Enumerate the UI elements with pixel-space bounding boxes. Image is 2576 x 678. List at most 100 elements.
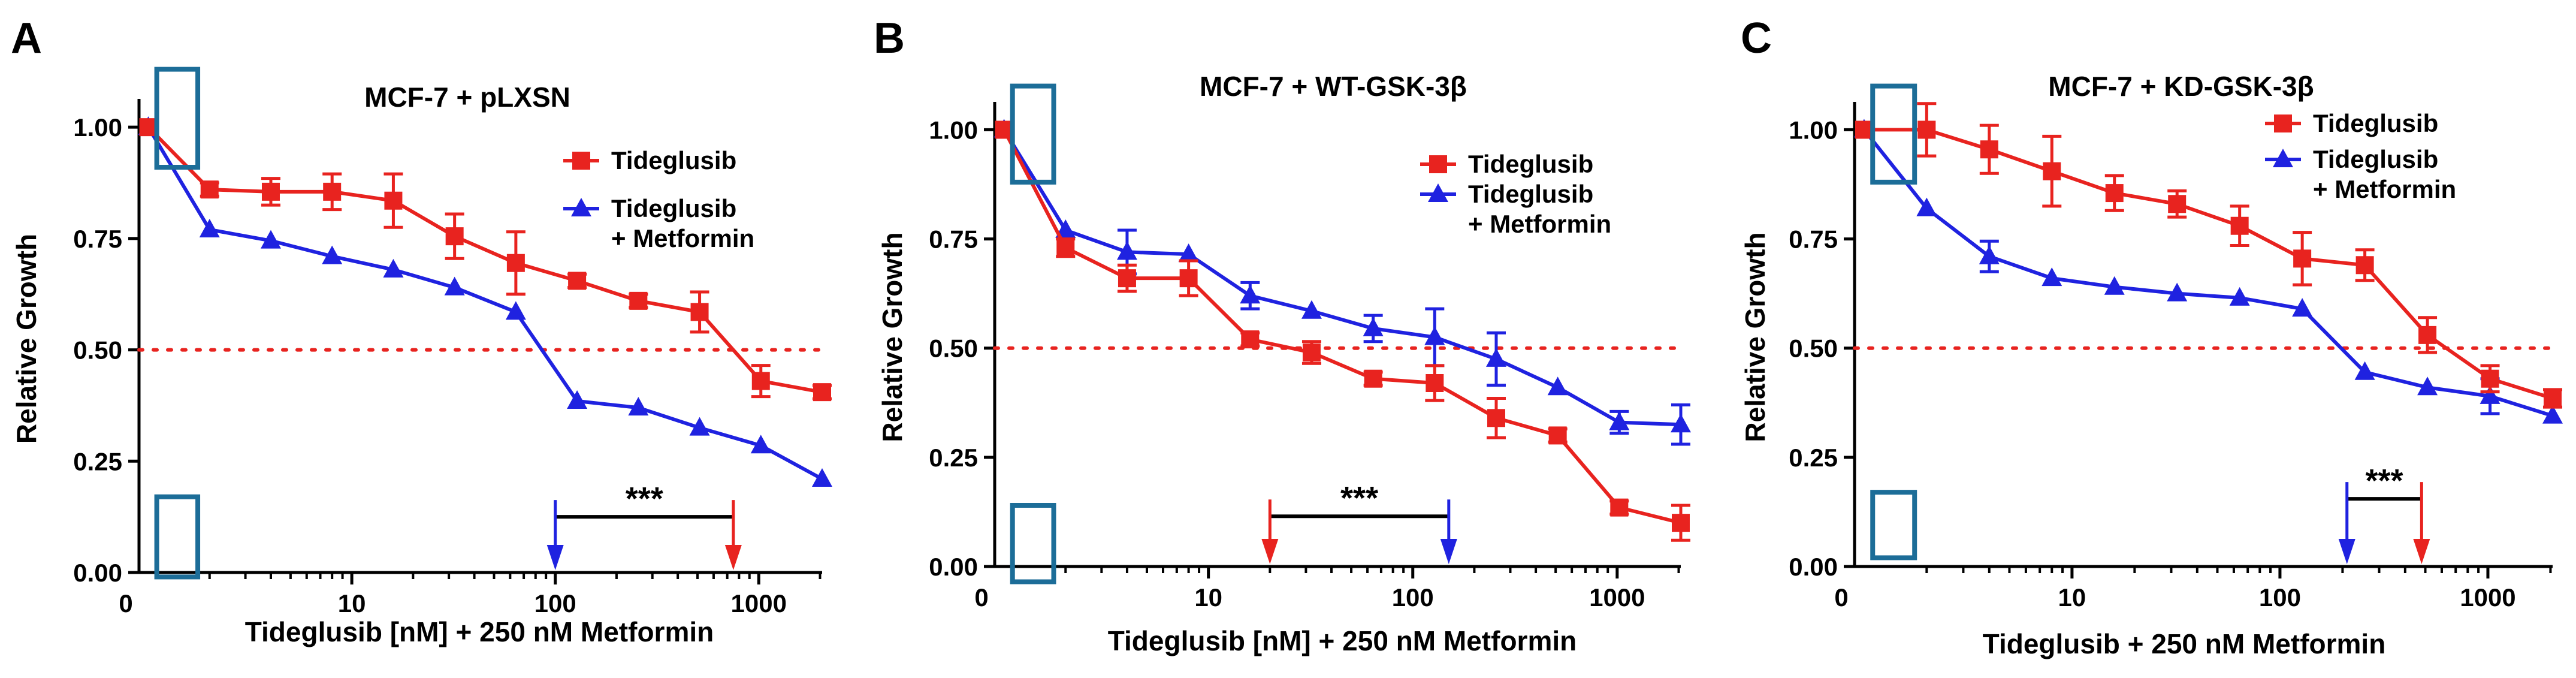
panel-b-legend-marker-tideglusib (1429, 155, 1447, 173)
panel-c-legend-label-tideglusib: Tideglusib (2313, 109, 2438, 137)
panel-a-series-tideglusib-point (445, 227, 464, 246)
panel-b-series-tideglusib-point (1426, 374, 1444, 392)
panel-b-series-tideglusib-metformin-line (1002, 128, 1681, 427)
panel-b-x-tick-label: 10 (1194, 583, 1222, 611)
panel-a-x-tick-label: 10 (338, 589, 366, 617)
panel-b-significance-label: *** (1340, 480, 1378, 516)
panel-c-y-tick-label: 1.00 (1789, 116, 1838, 144)
panel-a-series-tideglusib-metformin-point (689, 417, 710, 436)
panel-b-series-tideglusib-metformin-point (1301, 300, 1322, 319)
panel-a-title: MCF-7 + pLXSN (364, 82, 570, 113)
panel-c-x-axis-label: Tideglusib + 250 nM Metformin (1983, 628, 2386, 659)
panel-b-highlight-box-2 (1010, 503, 1056, 584)
panel-a-x-tick-label-zero: 0 (119, 589, 132, 617)
panel-c-series-tideglusib-metformin-point (2480, 385, 2500, 404)
panel-b-legend-label-metformin-2: + Metformin (1468, 210, 1611, 238)
panel-a-highlight-box-1 (154, 67, 201, 170)
panel-c-series-tideglusib-metformin-line (1862, 128, 2553, 418)
panel-c-series-tideglusib-point (2293, 249, 2312, 268)
panel-b-y-tick-label: 0.75 (929, 225, 978, 254)
panel-a-series-tideglusib-metformin-point (750, 435, 771, 454)
panel-b-y-axis-label: Relative Growth (877, 232, 908, 442)
panel-a-series-tideglusib-metformin-point (628, 397, 649, 416)
panel-c-legend-label-metformin: Tideglusib (2313, 145, 2438, 173)
panel-c-y-tick-label: 0.25 (1789, 444, 1838, 472)
panel-b-title: MCF-7 + WT-GSK-3β (1200, 71, 1467, 102)
panel-a-legend-marker-tideglusib (572, 152, 590, 170)
panel-a-x-axis-label: Tideglusib [nM] + 250 nM Metformin (245, 616, 714, 647)
panel-b-series-tideglusib-metformin-point (1609, 411, 1630, 430)
panel-c-highlight-box-2 (1870, 490, 1917, 561)
panel-b-series-tideglusib-metformin-point (1485, 348, 1506, 367)
panel-c-series-tideglusib-point (2168, 195, 2187, 213)
panel-c-series-tideglusib-point (1855, 120, 1873, 139)
panel-b-significance-arrowhead-right (1440, 539, 1457, 564)
panel-a-legend-marker-metformin (571, 198, 591, 216)
panel-a-series-tideglusib-metformin-point (383, 258, 404, 278)
panel-c-letter: C (1741, 14, 1772, 62)
panel-a-series-tideglusib-point (139, 118, 158, 137)
panel-c-x-tick-label: 1000 (2460, 583, 2515, 611)
panel-c-x-tick-label: 10 (2058, 583, 2086, 611)
panel-a-y-tick-label: 0.75 (73, 225, 122, 253)
panel-c-series-tideglusib-point (1917, 120, 1936, 139)
panel-a-legend-label-tideglusib: Tideglusib (611, 146, 736, 174)
panel-b-series-tideglusib-metformin-point (1671, 414, 1691, 433)
panel-c-series-tideglusib-point (2355, 256, 2374, 275)
panel-a-series-tideglusib-point (200, 180, 219, 199)
panel-a-legend-label-metformin: Tideglusib (611, 194, 736, 222)
panel-b-legend-marker-metformin (1428, 183, 1448, 202)
panel-a-y-tick-label: 0.25 (73, 447, 122, 475)
panel-c-highlight-box-1 (1870, 83, 1917, 185)
panel-c-significance-arrowhead-right (2413, 539, 2430, 564)
panel-b-series-tideglusib-point (1672, 514, 1690, 532)
panel-b-series-tideglusib-metformin-point (1424, 326, 1445, 345)
panel-a-series-tideglusib-metformin-point (260, 230, 281, 249)
panel-c-y-axis-label: Relative Growth (1740, 232, 1771, 442)
panel-c-series-tideglusib-point (2105, 184, 2124, 203)
panel-b-series-tideglusib-metformin-point (1178, 243, 1199, 263)
panel-c-series-tideglusib-metformin-point (2292, 298, 2313, 317)
panel-b-x-tick-label: 100 (1392, 583, 1434, 611)
panel-b-series-tideglusib-point (1302, 343, 1321, 361)
panel-c-x-tick-label: 100 (2259, 583, 2301, 611)
panel-c-series-tideglusib-point (2544, 389, 2562, 408)
panel-b-series-tideglusib-metformin-point (1240, 285, 1261, 304)
panel-c-legend-label-metformin-2: + Metformin (2313, 175, 2456, 203)
panel-c-title: MCF-7 + KD-GSK-3β (2048, 71, 2314, 102)
panel-a-x-tick-label: 1000 (731, 589, 787, 617)
panel-a-x-tick-label: 100 (534, 589, 576, 617)
panel-b-legend-label-tideglusib: Tideglusib (1468, 150, 1593, 178)
panel-b-x-tick-label-zero: 0 (974, 583, 988, 611)
panel-a-significance-arrowhead-right (724, 545, 742, 570)
panel-c-y-tick-label: 0.75 (1789, 225, 1838, 254)
panel-a-series-tideglusib-point (261, 182, 280, 201)
panel-a-series-tideglusib-metformin-point (444, 276, 465, 296)
panel-a-y-tick-label: 0.00 (73, 559, 122, 587)
panel-b-y-tick-label: 0.50 (929, 335, 978, 363)
panel-c-series-tideglusib-metformin-point (1979, 245, 2000, 264)
panel-a-y-tick-label: 1.00 (73, 113, 122, 141)
panel-c-x-tick-label-zero: 0 (1834, 583, 1848, 611)
panel-b-legend-label-metformin: Tideglusib (1468, 180, 1593, 208)
panel-b-series-tideglusib-point (1610, 498, 1629, 517)
panel-c-significance-label: *** (2366, 463, 2403, 499)
panel-b-y-tick-label: 0.00 (929, 553, 978, 581)
panel-a-highlight-box-2 (154, 494, 201, 580)
panel-a-significance-arrowhead-left (546, 545, 564, 570)
panel-c-y-tick-label: 0.50 (1789, 335, 1838, 363)
panel-a-series-tideglusib-line (147, 126, 823, 394)
panel-a-series-tideglusib-metformin-point (199, 219, 220, 237)
panel-a-series-tideglusib-metformin-point (567, 390, 588, 409)
panel-c-series-tideglusib-point (2418, 326, 2437, 344)
panel-c-series-tideglusib-metformin-point (1916, 197, 1937, 216)
panel-b-series-tideglusib-metformin-point (1116, 241, 1137, 260)
panel-c-legend-marker-tideglusib (2274, 114, 2292, 132)
panel-b-series-tideglusib-point (1364, 369, 1382, 388)
panel-b-y-tick-label: 1.00 (929, 116, 978, 144)
panel-b-letter: B (874, 14, 905, 62)
panel-a-series-tideglusib-metformin-point (322, 245, 343, 264)
panel-a-series-tideglusib-metformin-line (146, 126, 823, 481)
panel-c-series-tideglusib-point (2481, 369, 2499, 388)
panel-b-significance-arrowhead-left (1261, 539, 1279, 564)
